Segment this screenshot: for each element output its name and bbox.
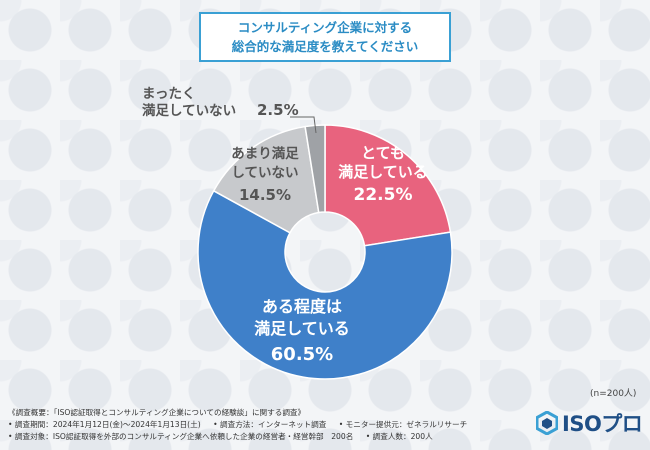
chart-title-line2: 総合的な満足度を教えてください (231, 39, 419, 54)
slice-label-line: 満足している (254, 319, 350, 338)
survey-period: • 調査期間：2024年1月12日(金)〜2024年1月13日(土) (8, 420, 201, 429)
footer-line2: • 調査期間：2024年1月12日(金)〜2024年1月13日(土) • 調査方… (8, 419, 528, 431)
slice-2 (197, 189, 453, 380)
chart-title-line1: コンサルティング企業に対する (237, 20, 413, 35)
slice-label-line: まったく (142, 86, 195, 102)
slice-label-line: 満足している (338, 163, 428, 181)
slice-label-line: とても (361, 144, 405, 162)
slice-1 (324, 124, 452, 247)
slice-label-line: 満足していない (142, 102, 236, 119)
footer-line3: • 調査対象：ISO認証取得を外部のコンサルティング企業へ依頼した企業の経営者・… (8, 431, 528, 443)
donut-chart: とても満足している22.5%ある程度は満足している60.5%あまり満足していない… (142, 86, 453, 380)
survey-footer: 《調査概要：「ISO認証取得とコンサルティング企業についての経験談」に関する調査… (8, 407, 528, 443)
slice-3 (212, 125, 320, 234)
survey-method: • 調査方法：インターネット調査 (213, 420, 327, 429)
survey-target: • 調査対象：ISO認証取得を外部のコンサルティング企業へ依頼した企業の経営者・… (8, 432, 354, 441)
logo-text: ISOプロ (562, 412, 643, 436)
isopro-logo: ISOプロ (536, 408, 643, 438)
slice-value-label: 22.5% (354, 185, 413, 205)
slice-value-label: 2.5% (257, 101, 299, 119)
slice-value-label: 60.5% (271, 344, 333, 365)
slice-label-line: していない (231, 165, 298, 181)
slice-4 (304, 124, 326, 214)
slice-label-line: あまり満足 (231, 145, 299, 162)
footer-line1: 《調査概要：「ISO認証取得とコンサルティング企業についての経験談」に関する調査… (8, 408, 306, 417)
slice-value-label: 14.5% (239, 186, 291, 204)
monitor-provider: • モニター提供元：ゼネラルリサーチ (338, 420, 468, 429)
sample-size-note: (n=200人) (590, 389, 637, 399)
chart-title: コンサルティング企業に対する 総合的な満足度を教えてください (199, 12, 451, 62)
survey-count: • 調査人数：200人 (365, 432, 433, 441)
slice-label-line: ある程度は (262, 297, 342, 316)
hexagon-logo-icon (536, 411, 558, 435)
leader-line (290, 116, 317, 134)
